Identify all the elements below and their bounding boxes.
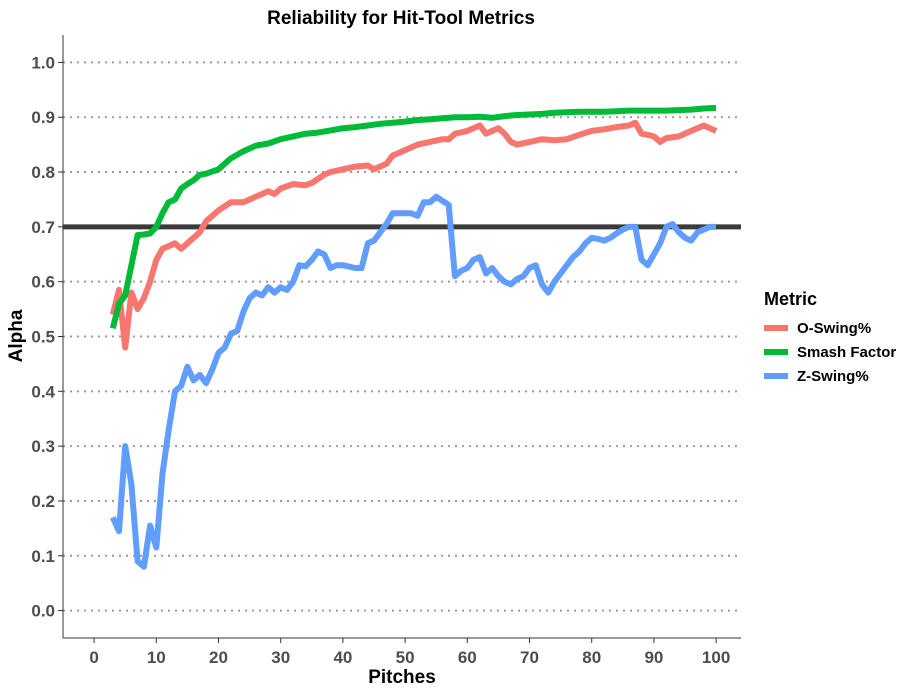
y-tick-label: 0.5 — [31, 328, 55, 347]
series-line-smash-factor — [109, 104, 717, 330]
y-tick-label: 0.4 — [31, 382, 55, 401]
legend-title: Metric — [764, 289, 817, 309]
x-tick-label: 60 — [458, 648, 477, 667]
x-tick-label: 50 — [396, 648, 415, 667]
y-axis-title: Alpha — [6, 309, 27, 362]
legend-label-o-swing-pct: O-Swing% — [797, 320, 871, 337]
series-lines — [109, 104, 718, 570]
legend: Metric O-Swing% Smash Factor Z-Swing% — [764, 289, 896, 385]
legend-label-z-swing-pct: Z-Swing% — [797, 368, 869, 385]
y-tick-label: 0.3 — [31, 437, 55, 456]
y-tick-label: 0.9 — [31, 108, 55, 127]
y-axis-ticks: 0.0 0.1 0.2 0.3 0.4 0.5 0.6 0.7 0.8 0.9 1.0 — [31, 53, 63, 621]
series-line-o-swing-pct — [109, 119, 718, 351]
y-tick-label: 0.0 — [31, 602, 55, 621]
y-tick-label: 0.6 — [31, 273, 55, 292]
gridlines — [63, 61, 741, 612]
x-tick-label: 40 — [333, 648, 352, 667]
x-tick-label: 10 — [147, 648, 166, 667]
y-tick-label: 0.8 — [31, 163, 55, 182]
y-tick-label: 0.1 — [31, 547, 55, 566]
x-tick-label: 100 — [702, 648, 730, 667]
x-tick-label: 30 — [271, 648, 290, 667]
x-tick-label: 90 — [644, 648, 663, 667]
x-axis-ticks: 0 10 20 30 40 50 60 70 80 90 100 — [89, 638, 730, 667]
series-line-z-swing-pct — [110, 193, 717, 570]
x-axis-title: Pitches — [368, 667, 436, 688]
x-tick-label: 80 — [582, 648, 601, 667]
y-tick-label: 1.0 — [31, 53, 55, 72]
y-tick-label: 0.2 — [31, 492, 55, 511]
legend-label-smash-factor: Smash Factor — [797, 344, 896, 361]
y-tick-label: 0.7 — [31, 218, 55, 237]
x-tick-label: 70 — [520, 648, 539, 667]
chart-title: Reliability for Hit-Tool Metrics — [267, 8, 535, 29]
x-tick-label: 0 — [89, 648, 98, 667]
x-tick-label: 20 — [209, 648, 228, 667]
